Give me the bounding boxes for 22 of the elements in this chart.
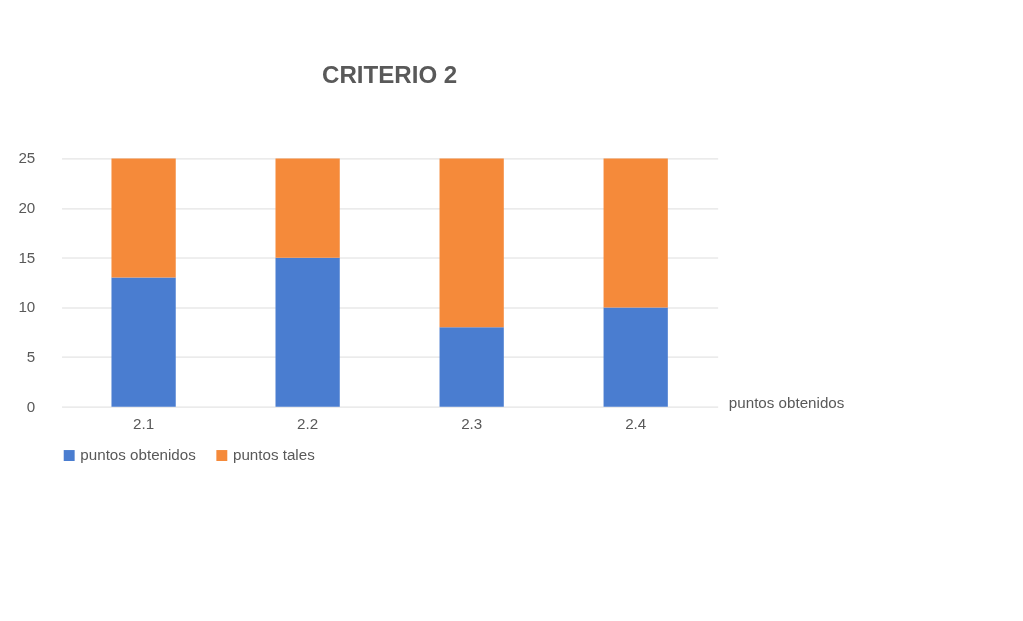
legend-label: puntos tales	[232, 445, 316, 463]
bar	[111, 277, 176, 407]
legend-label: puntos obtenidos	[80, 445, 197, 463]
bar	[275, 257, 340, 407]
x-tick-label: 2.1	[133, 415, 155, 433]
y-tick-label: 10	[18, 298, 36, 316]
x-axis-title: puntos obtenidos	[728, 393, 845, 411]
bar	[275, 158, 340, 258]
y-tick-label: 5	[26, 347, 36, 365]
bar	[439, 327, 504, 407]
bar	[111, 158, 176, 278]
y-tick-label: 25	[18, 149, 36, 167]
x-tick-label: 2.4	[625, 415, 647, 433]
y-tick-label: 15	[18, 248, 36, 266]
y-tick-label: 0	[26, 397, 36, 415]
bar	[439, 158, 504, 328]
y-tick-label: 20	[18, 199, 36, 217]
x-tick-label: 2.2	[297, 415, 319, 433]
bar	[603, 307, 668, 407]
chart-title: CRITERIO 2	[322, 60, 458, 88]
x-tick-label: 2.3	[461, 415, 483, 433]
bar	[603, 158, 668, 308]
